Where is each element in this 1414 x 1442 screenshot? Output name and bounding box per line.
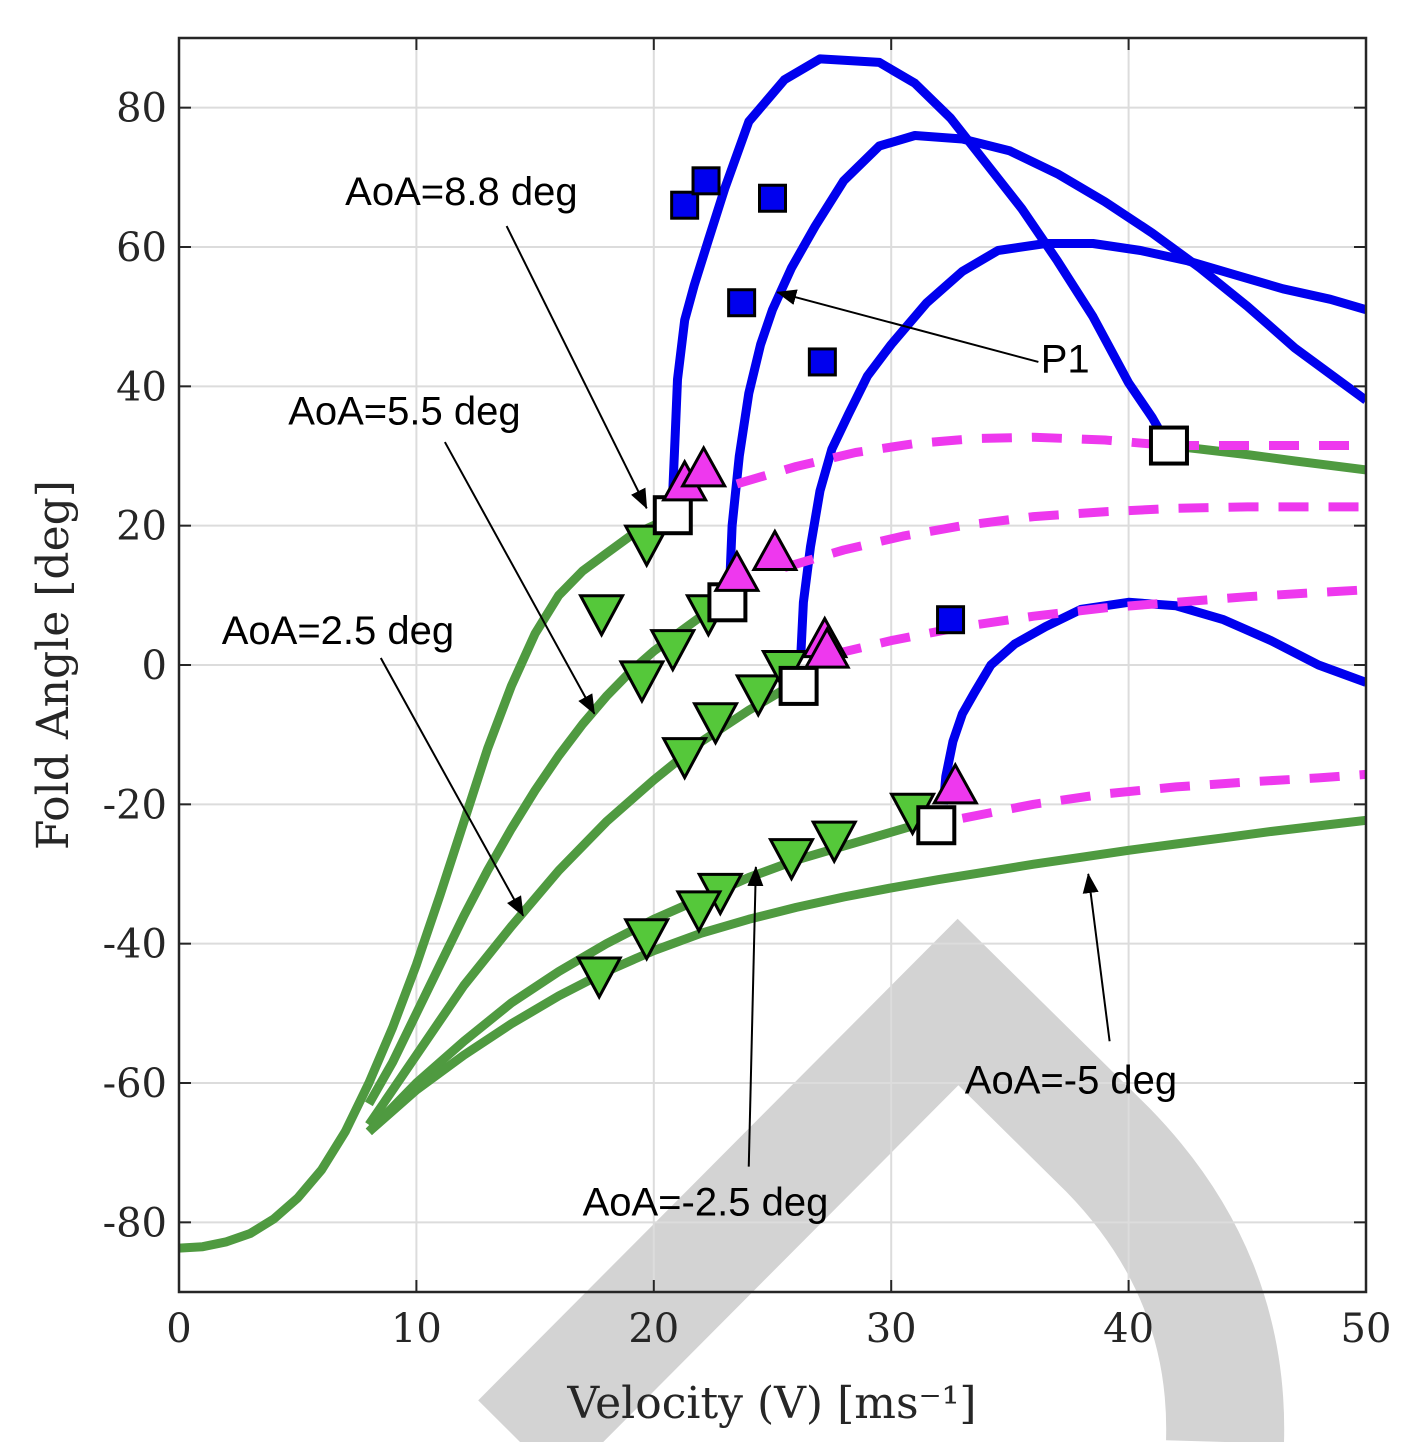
magenta-triangle-marker — [931, 761, 979, 805]
annotation-arrow — [379, 657, 525, 917]
green-triangle-marker — [767, 838, 816, 882]
annotation-label: AoA=2.5 deg — [222, 609, 454, 653]
flutter-curve — [668, 54, 1173, 491]
x-tick-label: 20 — [628, 1306, 679, 1352]
annotation-arrow — [747, 866, 764, 1167]
annotation-label: AoA=-5 deg — [965, 1058, 1177, 1102]
blue-square-marker — [670, 190, 700, 220]
stable-curve — [179, 518, 663, 1253]
y-tick-label: 40 — [116, 364, 167, 410]
axis-ticks: 0 10 20 30 40 50 -80 -60 -40 -20 0 20 40 60 80 — [103, 38, 1392, 1352]
green-triangle-marker — [618, 660, 666, 705]
x-tick-label: 10 — [391, 1306, 442, 1352]
green-triangle-marker — [623, 918, 671, 962]
magenta-triangle-marker — [803, 625, 851, 669]
x-tick-label: 30 — [866, 1306, 917, 1352]
white-square-marker — [652, 495, 693, 536]
stable-curve — [364, 595, 728, 1107]
y-tick-label: -80 — [103, 1200, 167, 1246]
annotation-label: AoA=-2.5 deg — [583, 1180, 829, 1224]
stable-curve — [365, 815, 1366, 1136]
white-square-marker — [916, 805, 957, 846]
magenta-triangle-marker — [751, 528, 799, 572]
green-triangle-marker — [661, 737, 709, 781]
annotations-layer: AoA=8.8 deg AoA=5.5 deg AoA=2.5 deg P1 AoA=-… — [222, 170, 1177, 1224]
annotation-label: P1 — [1041, 337, 1090, 381]
green-triangle-marker — [692, 702, 740, 746]
blue-square-marker — [758, 183, 787, 213]
plot-area — [179, 54, 1366, 1253]
y-tick-label: 20 — [116, 504, 167, 550]
y-tick-label: -40 — [103, 922, 167, 968]
y-tick-label: -20 — [103, 782, 167, 828]
unstable-curve — [830, 585, 1366, 659]
green-triangle-marker — [810, 820, 858, 865]
green-triangle-marker — [734, 674, 782, 719]
flutter-curve — [938, 597, 1366, 805]
green-triangle-marker — [578, 594, 626, 638]
green-triangle-marker — [675, 890, 723, 934]
annotation-arrow — [776, 289, 1039, 363]
blue-square-marker — [936, 605, 966, 635]
annotation-label: AoA=5.5 deg — [288, 390, 520, 434]
watermark-logo — [478, 918, 1285, 1442]
green-triangle-marker — [623, 524, 671, 569]
unstable-curve — [735, 432, 1170, 489]
green-triangle-marker — [649, 629, 697, 673]
y-tick-label: -60 — [103, 1061, 167, 1107]
white-square-marker — [1148, 425, 1189, 466]
markers-layer — [575, 166, 1189, 1001]
magenta-triangle-marker — [713, 549, 761, 592]
green-triangle-marker — [575, 956, 623, 1001]
annotation-arrow — [444, 441, 596, 715]
unstable-curve — [961, 769, 1366, 823]
flutter-curve — [796, 239, 1366, 652]
x-tick-label: 0 — [166, 1306, 191, 1352]
magenta-triangle-marker — [680, 444, 728, 488]
y-tick-label: 80 — [116, 86, 167, 132]
annotation-label: AoA=8.8 deg — [345, 170, 577, 214]
unstable-curve — [783, 502, 1366, 572]
white-square-marker — [778, 665, 819, 706]
y-axis-label: Fold Angle [deg] — [28, 480, 79, 850]
y-tick-label: 60 — [116, 225, 167, 271]
blue-square-marker — [807, 347, 837, 377]
annotation-arrow — [505, 225, 648, 510]
y-tick-label: 0 — [142, 643, 167, 689]
x-tick-label: 50 — [1341, 1306, 1392, 1352]
annotation-arrow — [1082, 873, 1111, 1042]
blue-square-marker — [691, 166, 721, 196]
x-tick-label: 40 — [1103, 1306, 1154, 1352]
blue-square-marker — [727, 288, 757, 318]
x-axis-label: Velocity (V) [ms⁻¹] — [566, 1378, 976, 1429]
